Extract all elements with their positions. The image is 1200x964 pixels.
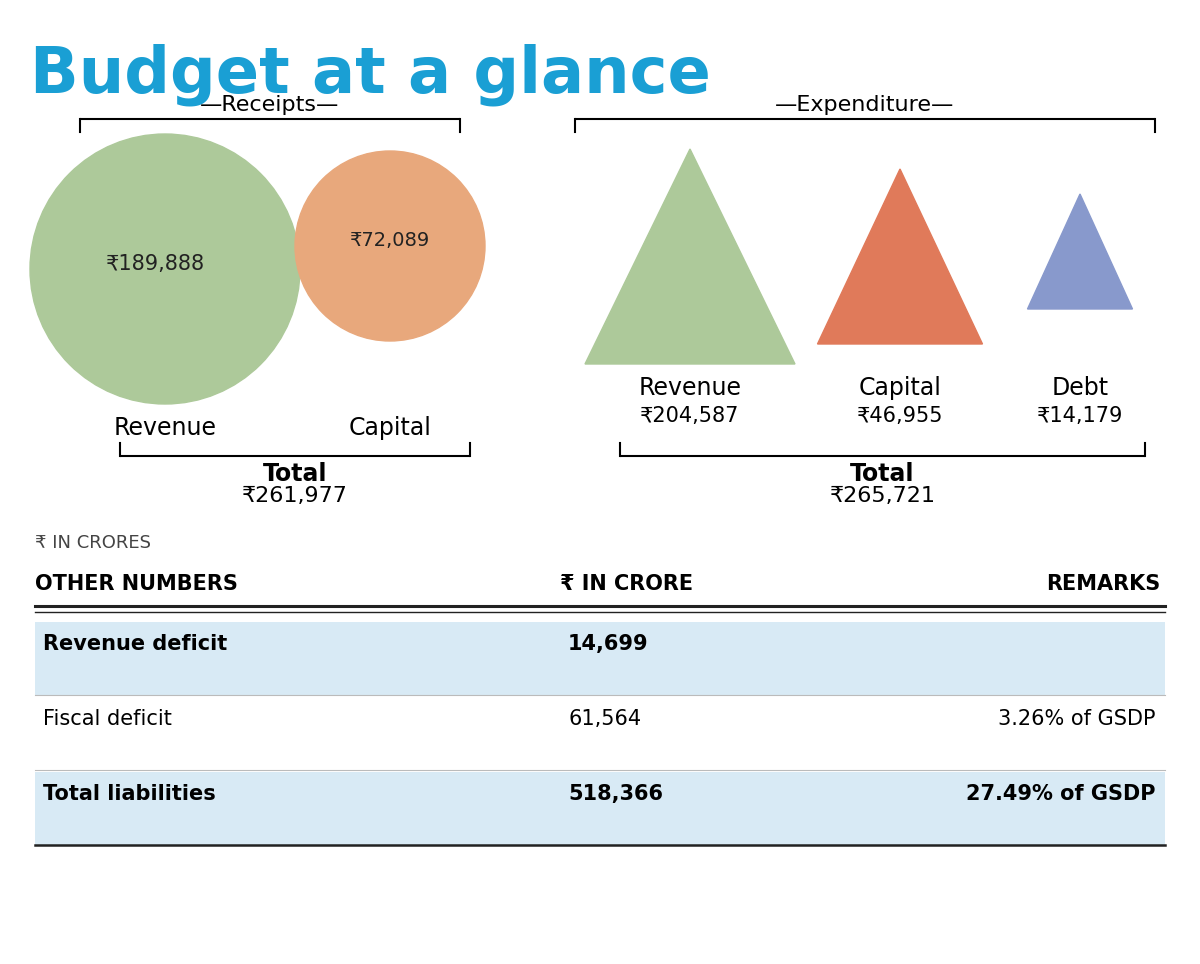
- Text: ₹72,089: ₹72,089: [350, 231, 430, 251]
- Text: 3.26% of GSDP: 3.26% of GSDP: [997, 709, 1154, 729]
- Text: REMARKS: REMARKS: [1045, 574, 1160, 594]
- Circle shape: [295, 151, 485, 341]
- Text: ₹46,955: ₹46,955: [857, 406, 943, 426]
- Text: ₹14,179: ₹14,179: [1037, 406, 1123, 426]
- Text: ₹265,721: ₹265,721: [829, 486, 936, 506]
- Text: 518,366: 518,366: [568, 784, 662, 804]
- Text: —Expenditure—: —Expenditure—: [775, 95, 955, 115]
- Text: OTHER NUMBERS: OTHER NUMBERS: [35, 574, 238, 594]
- Text: ₹ IN CRORE: ₹ IN CRORE: [560, 574, 694, 594]
- Text: ₹204,587: ₹204,587: [641, 406, 739, 426]
- Text: Revenue deficit: Revenue deficit: [43, 634, 227, 654]
- Text: Capital: Capital: [858, 376, 942, 400]
- Polygon shape: [1027, 194, 1133, 309]
- Text: 61,564: 61,564: [568, 709, 641, 729]
- Text: Budget at a glance: Budget at a glance: [30, 44, 710, 106]
- Text: Fiscal deficit: Fiscal deficit: [43, 709, 172, 729]
- Text: —Receipts—: —Receipts—: [200, 95, 340, 115]
- Bar: [35, 622, 1165, 695]
- Text: Total liabilities: Total liabilities: [43, 784, 216, 804]
- Text: ₹261,977: ₹261,977: [242, 486, 348, 506]
- Polygon shape: [586, 149, 796, 364]
- Circle shape: [30, 134, 300, 404]
- Text: 14,699: 14,699: [568, 634, 649, 654]
- Text: Revenue: Revenue: [638, 376, 742, 400]
- Text: 27.49% of GSDP: 27.49% of GSDP: [966, 784, 1154, 804]
- Bar: [35, 772, 1165, 845]
- Text: Total: Total: [851, 462, 914, 486]
- Text: Capital: Capital: [348, 416, 432, 440]
- Text: ₹189,888: ₹189,888: [106, 254, 204, 274]
- Text: Debt: Debt: [1051, 376, 1109, 400]
- Text: Revenue: Revenue: [114, 416, 216, 440]
- Polygon shape: [817, 169, 983, 344]
- Text: Total: Total: [263, 462, 328, 486]
- Text: ₹ IN CRORES: ₹ IN CRORES: [35, 534, 151, 552]
